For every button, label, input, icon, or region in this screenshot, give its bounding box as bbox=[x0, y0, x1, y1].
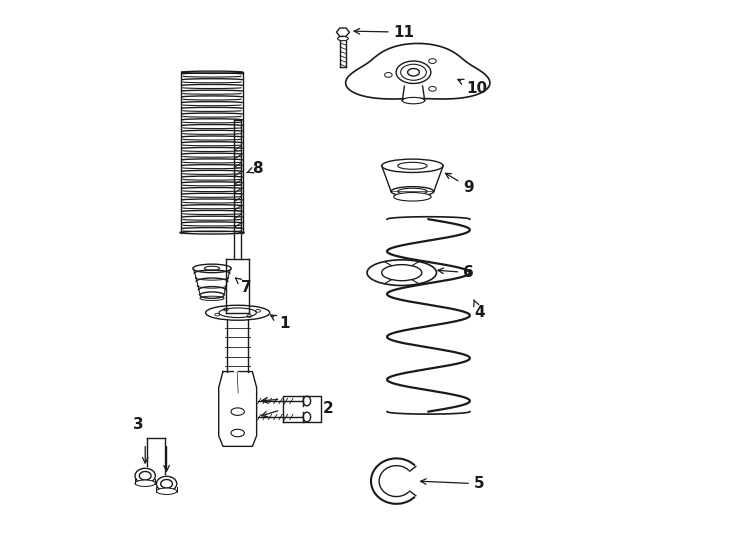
Text: 4: 4 bbox=[473, 300, 484, 320]
Polygon shape bbox=[336, 28, 349, 36]
Text: 11: 11 bbox=[354, 25, 415, 39]
Ellipse shape bbox=[303, 412, 310, 422]
Ellipse shape bbox=[382, 265, 422, 281]
Ellipse shape bbox=[135, 480, 156, 487]
Text: 1: 1 bbox=[271, 315, 289, 331]
Ellipse shape bbox=[382, 159, 443, 172]
Ellipse shape bbox=[391, 187, 434, 196]
Ellipse shape bbox=[429, 86, 436, 91]
Ellipse shape bbox=[385, 72, 392, 77]
Text: 10: 10 bbox=[458, 79, 487, 96]
Polygon shape bbox=[346, 43, 490, 99]
Text: 2: 2 bbox=[323, 401, 334, 416]
Text: 6: 6 bbox=[438, 265, 474, 280]
Ellipse shape bbox=[156, 488, 177, 495]
Text: 9: 9 bbox=[446, 173, 474, 194]
Ellipse shape bbox=[393, 192, 431, 201]
Text: 3: 3 bbox=[133, 417, 144, 433]
Ellipse shape bbox=[367, 260, 437, 286]
Ellipse shape bbox=[206, 305, 269, 320]
Ellipse shape bbox=[200, 292, 224, 298]
Text: 5: 5 bbox=[421, 476, 484, 491]
Ellipse shape bbox=[338, 36, 349, 40]
Ellipse shape bbox=[401, 64, 426, 80]
Ellipse shape bbox=[429, 59, 436, 63]
Ellipse shape bbox=[135, 468, 156, 483]
Ellipse shape bbox=[402, 97, 425, 104]
Ellipse shape bbox=[396, 61, 431, 84]
Ellipse shape bbox=[303, 396, 310, 406]
Ellipse shape bbox=[193, 264, 231, 273]
Text: 8: 8 bbox=[247, 161, 263, 176]
Text: 7: 7 bbox=[236, 278, 252, 295]
Ellipse shape bbox=[407, 69, 419, 76]
Ellipse shape bbox=[156, 476, 177, 491]
